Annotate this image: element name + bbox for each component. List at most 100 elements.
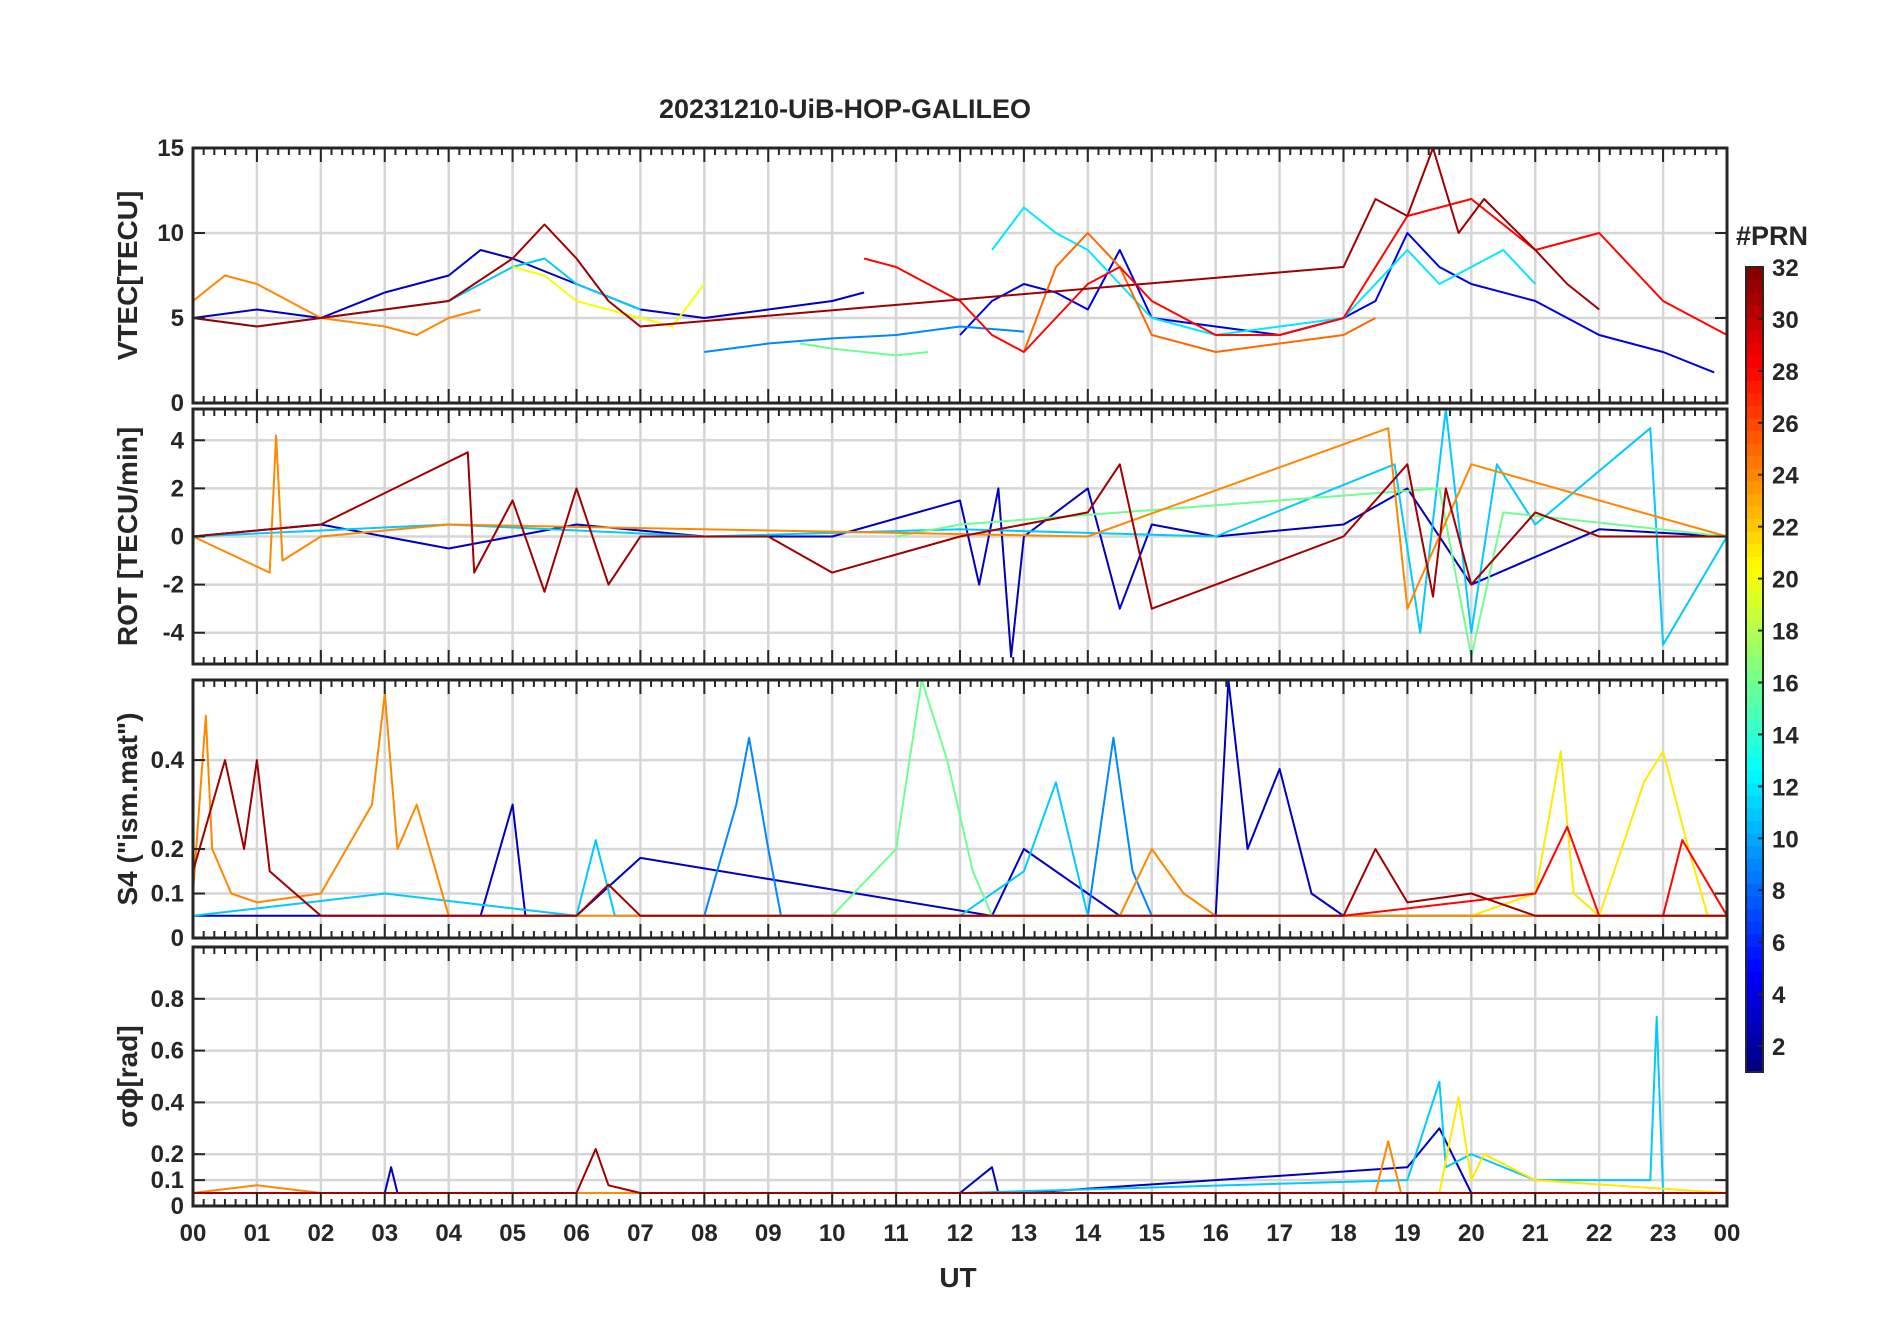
colorbar-segment xyxy=(1746,380,1763,394)
x-tick-label: 07 xyxy=(627,1220,654,1247)
colorbar-segment xyxy=(1746,581,1763,595)
x-tick-label: 18 xyxy=(1330,1220,1357,1247)
colorbar-tick-label: 14 xyxy=(1772,722,1799,749)
y-tick-label: 0.2 xyxy=(151,836,184,863)
colorbar-segment xyxy=(1746,833,1763,847)
series-line-prn-31 xyxy=(192,451,1727,610)
panel-sigma_phi: 00.10.2 0.4 0.6 0.8 σϕ[rad] xyxy=(112,945,1729,1220)
series-line-prn-20 xyxy=(512,266,706,328)
colorbar-segment xyxy=(1746,556,1763,570)
colorbar-segment xyxy=(1746,858,1763,872)
colorbar-tick-label: 22 xyxy=(1772,515,1799,542)
colorbar-segment xyxy=(1746,606,1763,620)
y-tick-label: 2 xyxy=(171,475,184,502)
x-tick-label: 14 xyxy=(1074,1220,1101,1247)
y-tick-label: 0.6 xyxy=(151,1038,184,1065)
colorbar-segment xyxy=(1746,908,1763,922)
colorbar-segment xyxy=(1746,1059,1763,1073)
colorbar-segment xyxy=(1746,417,1763,432)
colorbar-segment xyxy=(1746,543,1763,557)
colorbar-segment xyxy=(1746,1021,1763,1035)
panel-s4: 0 0.1 0.2 0.4 S4 ("ism.mat") xyxy=(112,678,1729,952)
y-tick-label: 5 xyxy=(171,305,184,332)
colorbar-segment xyxy=(1746,455,1763,469)
colorbar-segment xyxy=(1746,870,1763,884)
colorbar-segment xyxy=(1746,1034,1763,1048)
colorbar-tick-label: 2 xyxy=(1772,1034,1785,1061)
colorbar-segment xyxy=(1746,430,1763,444)
colorbar-segment xyxy=(1746,807,1763,822)
series-line-prn-3 xyxy=(193,1127,1727,1194)
x-tick-label: 05 xyxy=(499,1220,526,1247)
colorbar-segment xyxy=(1746,820,1763,834)
colorbar-segment xyxy=(1746,744,1763,759)
colorbar-segment xyxy=(1746,883,1763,897)
series-line-prn-25 xyxy=(1022,232,1376,353)
series-line-prn-24 xyxy=(192,427,1728,610)
colorbar-segment xyxy=(1746,732,1763,746)
x-tick-label: 11 xyxy=(883,1220,908,1247)
x-tick-label: 17 xyxy=(1266,1220,1293,1247)
series-line-prn-21 xyxy=(1438,1096,1728,1194)
x-tick-label: 13 xyxy=(1011,1220,1038,1247)
colorbar-tick-label: 20 xyxy=(1772,567,1799,594)
colorbar-tick-label: 6 xyxy=(1772,930,1785,957)
y-tick-label: 4 xyxy=(171,427,185,454)
colorbar-tick-label: 10 xyxy=(1772,826,1799,853)
series-line-prn-9 xyxy=(704,325,1024,353)
x-tick-label: 01 xyxy=(244,1220,271,1247)
series-line-prn-31 xyxy=(192,147,1600,328)
x-tick-label: 23 xyxy=(1650,1220,1677,1247)
x-axis-label: UT xyxy=(939,1262,976,1293)
y-tick-label: 15 xyxy=(157,135,184,162)
series-line-prn-21 xyxy=(1470,750,1727,917)
colorbar-segment xyxy=(1746,279,1763,293)
colorbar-segment xyxy=(1746,594,1763,608)
y-tick-label: 0 xyxy=(171,925,184,952)
colorbar-segment xyxy=(1746,770,1763,784)
colorbar-segment xyxy=(1746,707,1763,721)
colorbar-segment xyxy=(1746,367,1763,381)
y-axis-label-vtec: VTEC[TECU] xyxy=(112,191,143,361)
series-line-prn-11 xyxy=(193,1015,1727,1194)
y-tick-label: 0.1 xyxy=(151,881,184,908)
colorbar-segment xyxy=(1746,292,1763,306)
colorbar-segment xyxy=(1746,505,1763,520)
y-tick-label: 0 xyxy=(171,390,184,417)
colorbar-tick-label: 18 xyxy=(1772,619,1799,646)
colorbar-tick-label: 16 xyxy=(1772,670,1799,697)
y-tick-label: 10 xyxy=(157,220,184,247)
colorbar-segment xyxy=(1746,694,1763,708)
colorbar-segment xyxy=(1746,921,1763,935)
colorbar-tick-label: 26 xyxy=(1772,411,1799,438)
y-axis-label-sigma_phi: σϕ[rad] xyxy=(112,1025,143,1127)
y-tick-label: 0.2 xyxy=(151,1141,184,1168)
colorbar-segment xyxy=(1746,845,1763,859)
series-line-prn-12 xyxy=(991,206,1537,336)
y-tick-label: 0.4 xyxy=(151,747,185,774)
colorbar-segment xyxy=(1746,304,1763,318)
colorbar-tick-label: 24 xyxy=(1772,463,1799,490)
colorbar-segment xyxy=(1746,355,1763,369)
chart-title: 20231210-UiB-HOP-GALILEO xyxy=(659,94,1031,124)
panel-vtec: 0 5 10 15 VTEC[TECU] xyxy=(112,135,1729,417)
colorbar-segment xyxy=(1746,631,1763,645)
y-tick-label: 0 xyxy=(171,524,184,551)
x-tick-label: 21 xyxy=(1522,1220,1549,1247)
y-tick-label: 0.1 xyxy=(151,1167,184,1194)
x-axis: 00 01 02 03 04 05 06 07 08 09 10 11 12 13 14 15 16 17 18 19… xyxy=(180,1220,1741,1247)
colorbar-segment xyxy=(1746,267,1763,281)
series-line-prn-24 xyxy=(192,692,1727,917)
colorbar-segment xyxy=(1746,405,1763,419)
colorbar-tick-label: 8 xyxy=(1772,878,1785,905)
colorbar-tick-label: 12 xyxy=(1772,774,1799,801)
series-line-prn-11 xyxy=(192,408,1728,646)
colorbar-segment xyxy=(1746,782,1763,796)
colorbar-segment xyxy=(1746,656,1763,671)
series-line-prn-31 xyxy=(192,759,1727,917)
colorbar-segment xyxy=(1746,531,1763,545)
x-tick-label: 16 xyxy=(1202,1220,1229,1247)
series-line-prn-16 xyxy=(800,342,929,357)
